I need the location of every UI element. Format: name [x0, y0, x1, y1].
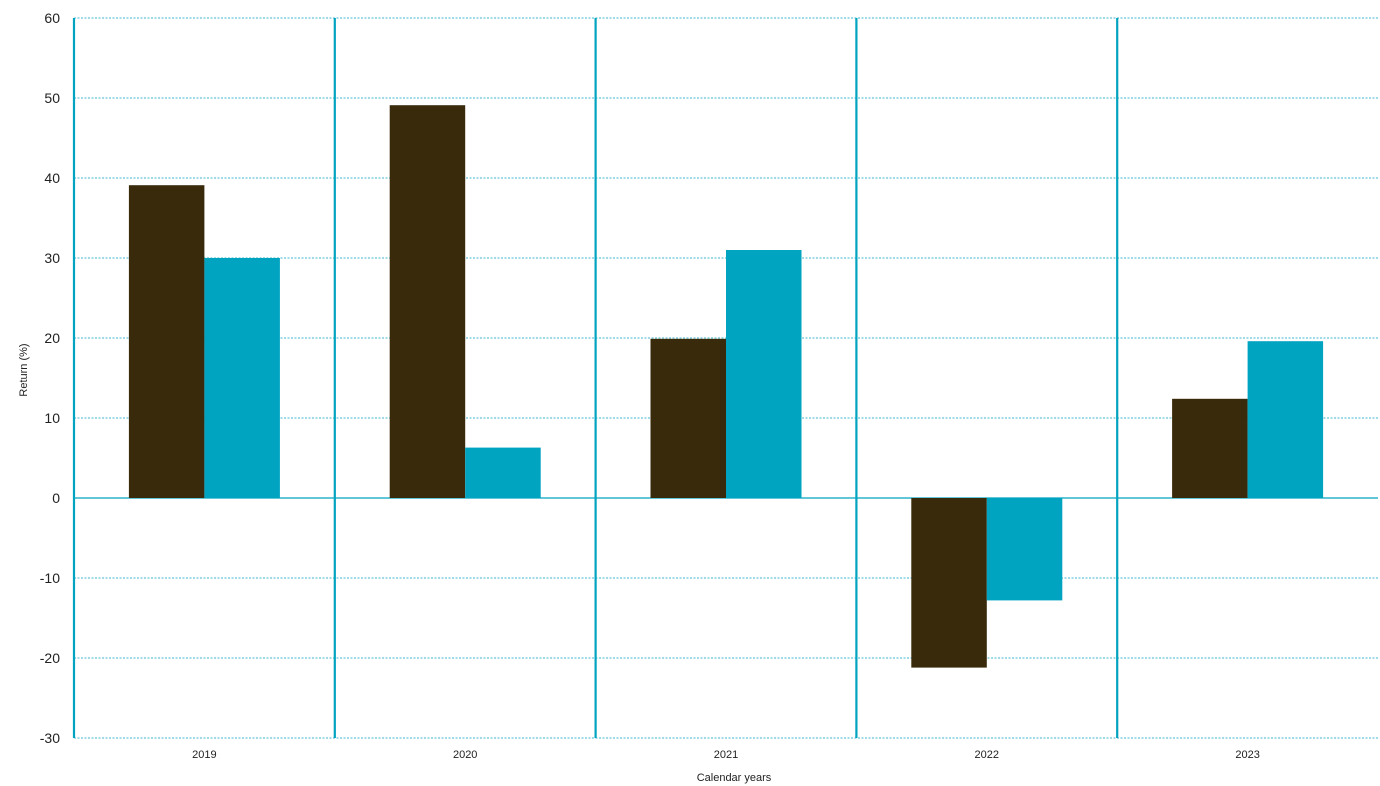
axes — [72, 18, 1119, 738]
x-tick-label: 2022 — [975, 749, 999, 761]
bar-series-1-2021 — [650, 338, 726, 498]
y-tick-label: -20 — [40, 650, 60, 666]
y-tick-label: 60 — [44, 10, 60, 26]
y-axis-title: Return (%) — [18, 343, 30, 396]
bars — [128, 105, 1324, 668]
bar-series-1-2019 — [128, 185, 205, 498]
bar-series-2-2021 — [726, 250, 802, 498]
y-tick-label: 50 — [44, 90, 60, 106]
bar-series-1-2023 — [1172, 398, 1248, 498]
x-tick-label: 2023 — [1235, 749, 1259, 761]
x-axis-title: Calendar years — [697, 772, 772, 784]
bar-series-1-2020 — [389, 105, 466, 498]
y-tick-label: -10 — [40, 570, 60, 586]
bar-series-2-2022 — [986, 498, 1063, 601]
x-tick-label: 2019 — [192, 749, 216, 761]
x-tick-label: 2021 — [714, 749, 738, 761]
bar-series-2-2023 — [1247, 341, 1324, 498]
y-tick-label: 0 — [52, 490, 60, 506]
bar-series-2-2020 — [465, 447, 541, 498]
labels: 60 50 40 30 20 10 0 -10 -20 -30 2019 2020 2021 2022 20… — [40, 10, 1260, 761]
y-tick-label: 20 — [44, 330, 60, 346]
y-tick-label: 40 — [44, 170, 60, 186]
bar-series-1-2022 — [911, 498, 987, 668]
bar-series-2-2019 — [204, 258, 280, 498]
y-tick-label: 30 — [44, 250, 60, 266]
y-tick-label: -30 — [40, 730, 60, 746]
x-tick-label: 2020 — [453, 749, 477, 761]
y-tick-label: 10 — [44, 410, 60, 426]
